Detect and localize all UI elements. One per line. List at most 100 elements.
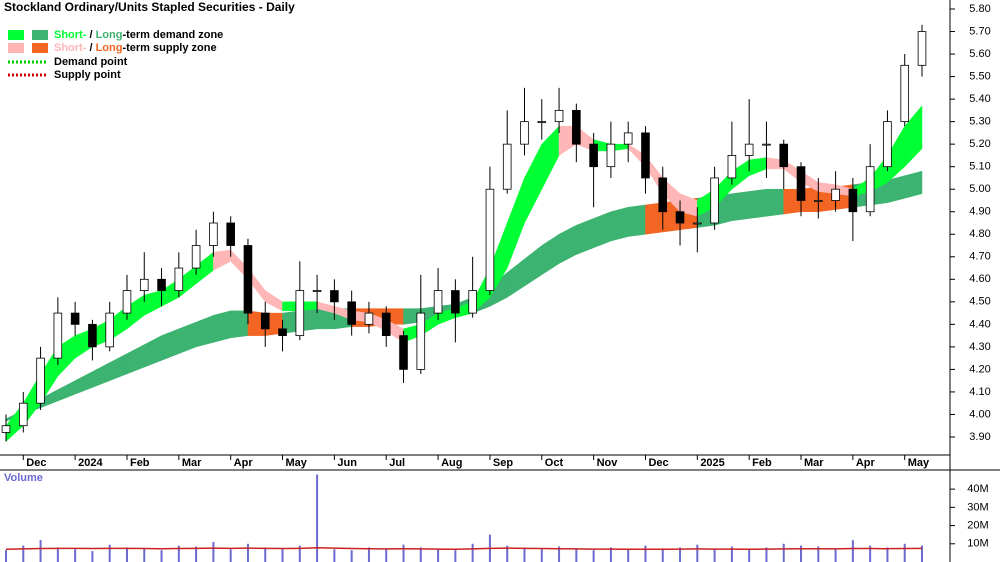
volume-bar	[661, 548, 664, 562]
axes: 3.90 4.00 4.10 4.20 4.30 4.40 4.50 4.60 4.70 4.80…	[22, 3, 991, 550]
x-tick-label: Apr	[234, 457, 254, 469]
candle-body	[260, 312, 270, 330]
volume-bar	[592, 550, 595, 562]
volume-bar	[851, 540, 854, 562]
zones	[5, 105, 923, 443]
candle-body	[451, 290, 460, 314]
volume-bar	[523, 547, 526, 562]
x-tick-label: May	[908, 457, 930, 469]
volume-bar	[316, 474, 319, 562]
candle-body	[88, 323, 97, 348]
legend-swatch	[32, 43, 48, 53]
chart-title: Stockland Ordinary/Units Stapled Securit…	[4, 0, 295, 14]
volume-bar	[540, 548, 543, 562]
candle-body	[606, 143, 616, 168]
legend-label-part: Long	[96, 29, 123, 41]
candle-body	[364, 312, 374, 325]
volume-tick-label: 20M	[967, 519, 988, 531]
x-tick-label: Jul	[389, 457, 405, 469]
candle-body	[70, 312, 80, 325]
candle-body	[796, 166, 806, 201]
volume-bar	[229, 549, 232, 562]
y-tick-label: 4.70	[969, 251, 990, 263]
x-tick-label: 2025	[700, 457, 724, 469]
volume-bar	[679, 547, 682, 562]
volume-bar	[39, 540, 42, 562]
candle-body	[209, 222, 218, 246]
volume-bar	[609, 547, 612, 562]
candle-body	[848, 188, 858, 213]
volume-bar	[471, 543, 474, 562]
x-tick-label: Dec	[648, 457, 668, 469]
x-tick-label: Aug	[441, 457, 462, 469]
volume-bar	[834, 549, 837, 562]
volume-bar	[627, 549, 630, 562]
candle-body	[226, 222, 235, 246]
candle-body	[399, 335, 408, 370]
y-tick-label: 5.60	[969, 48, 990, 60]
candle-body	[122, 290, 132, 314]
y-tick-label: 3.90	[969, 431, 990, 443]
volume-bar	[886, 547, 889, 562]
y-tick-label: 5.80	[969, 3, 990, 15]
volume-bar	[782, 543, 785, 562]
volume-bar	[903, 543, 906, 562]
legend-label-part: Short-	[54, 29, 87, 41]
volume-bar	[558, 546, 561, 562]
x-tick-label: 2024	[78, 457, 103, 469]
volume-tick-label: 40M	[967, 483, 988, 495]
volume-bar	[367, 547, 370, 562]
candle-body	[36, 357, 45, 404]
volume-bar	[333, 549, 336, 562]
volume-bar	[921, 545, 923, 562]
candle-body	[658, 177, 668, 213]
candle-body	[727, 155, 737, 179]
volume-bar	[437, 549, 440, 562]
x-tick-label: Apr	[856, 457, 876, 469]
candle-body	[537, 121, 547, 124]
volume-bar	[817, 546, 820, 562]
candle-body	[191, 245, 201, 269]
candle-body	[589, 143, 598, 168]
candle-body	[675, 211, 685, 224]
legend-label: Demand point	[54, 56, 128, 68]
candle-body	[105, 312, 114, 348]
volume-bar	[281, 548, 284, 562]
y-tick-label: 4.00	[969, 408, 990, 420]
long-zone-segment	[904, 170, 923, 199]
volume-bar	[74, 549, 77, 562]
volume-bar	[730, 546, 733, 562]
candle-body	[641, 132, 650, 179]
volume-tick-label: 30M	[967, 501, 988, 513]
x-tick-label: Nov	[597, 457, 619, 469]
legend-label: Supply point	[54, 69, 121, 81]
x-tick-label: Mar	[804, 457, 824, 469]
volume-bar	[143, 548, 146, 562]
volume-bar	[402, 544, 405, 562]
y-tick-label: 4.20	[969, 363, 990, 375]
volume-average	[5, 547, 923, 550]
volume-bar	[506, 545, 509, 562]
candle-body	[831, 188, 840, 201]
y-tick-label: 4.60	[969, 273, 990, 285]
y-tick-label: 4.90	[969, 206, 990, 218]
legend-label-part: Short-	[54, 42, 87, 54]
candle-body	[485, 188, 495, 291]
candle-body	[572, 109, 581, 145]
candle-body	[814, 200, 823, 202]
candle-body	[312, 290, 322, 292]
volume-bar	[454, 550, 457, 562]
x-tick-label: Oct	[545, 457, 564, 469]
candle-body	[520, 121, 529, 145]
y-tick-label: 5.70	[969, 25, 990, 37]
legend-label: Short- / Long-term supply zone	[54, 42, 217, 54]
candle-body	[53, 312, 63, 359]
volume-bar	[212, 541, 215, 562]
candle-body	[433, 290, 443, 314]
legend-label-part: -term supply zone	[122, 42, 216, 54]
candle-body	[468, 290, 477, 314]
y-tick-label: 4.30	[969, 341, 990, 353]
volume-bar	[195, 546, 198, 562]
volume-bar	[91, 551, 94, 562]
